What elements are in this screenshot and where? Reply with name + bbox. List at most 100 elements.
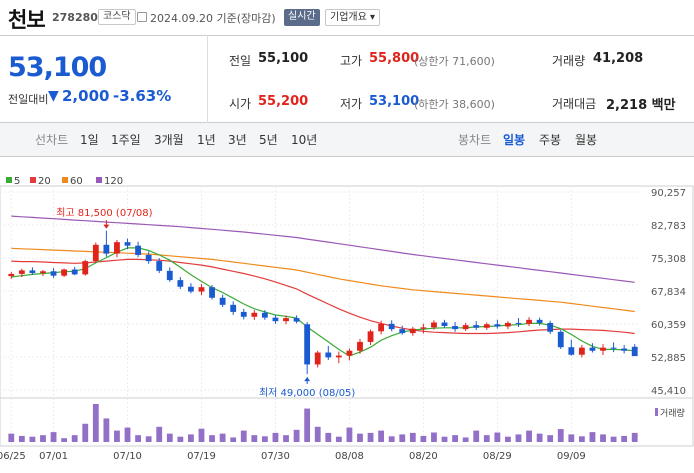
legend-ma120: 120 [96,176,123,187]
x-tick-label: 07/30 [261,451,290,462]
candle [526,317,532,327]
chart-annotations: 최고 81,500 (07/08) 최저 49,000 (08/05) [56,207,355,399]
candle-body [114,242,120,254]
candle-body [261,312,268,318]
volume-bar [188,434,194,442]
prev-label: 전일 [229,54,252,68]
x-tick-label: 08/29 [483,451,512,462]
candle-body [304,324,311,365]
candle-body [420,327,427,329]
volume-bar [50,432,57,442]
volume-bar [166,433,173,442]
volume-bar [177,436,184,442]
tab-5y[interactable]: 5년 [259,133,278,147]
candle [18,268,25,278]
chart-axes: 90,257 82,783 75,308 67,834 60,359 52,885 45,4… [0,188,686,462]
candle [272,314,279,324]
tab-1d[interactable]: 1일 [80,133,99,147]
volume-bar [378,430,385,442]
tab-3m[interactable]: 3개월 [154,133,184,147]
y-tick-label: 52,885 [651,353,686,364]
candle-body [494,324,501,327]
volume-bar [409,432,416,442]
x-tick-label: 07/19 [187,451,216,462]
candle [346,348,353,361]
volume-bar [536,433,543,442]
candle [431,320,437,330]
x-tick-label: 07/10 [113,451,142,462]
open-label: 시가 [229,97,252,111]
volume-bar [18,435,25,442]
candle-body [71,269,78,275]
candle [420,323,427,334]
volume-bars: 거래량 [8,404,685,442]
candle [462,322,469,331]
volume-bar [600,434,606,442]
line-chart-label: 선차트 [35,133,69,147]
volume-bar [71,435,78,442]
candle-body [283,318,289,322]
candle [251,310,258,320]
candle-body [409,328,416,334]
volume-bar [272,432,279,442]
period-tabs [0,123,694,157]
high-value: 55,800 [369,51,420,66]
volume-bar [462,437,469,442]
candle [399,325,406,335]
tab-1w[interactable]: 1주일 [111,133,141,147]
candle-body [431,322,437,328]
tab-3y[interactable]: 3년 [228,133,247,147]
candle-body [124,242,131,246]
candle [156,258,163,274]
x-tick-label: 08/08 [335,451,364,462]
realtime-button[interactable]: 실시간 [284,9,320,26]
candle [82,259,89,276]
candle [40,269,46,277]
volume-bar [230,437,237,442]
candle [145,251,152,264]
volume-bar [357,433,363,442]
candle [219,294,226,308]
candle-body [399,329,406,334]
volume-legend-swatch [655,408,658,416]
candle-body [505,322,511,327]
volume-bar [631,432,638,442]
tab-monthly[interactable]: 월봉 [575,133,598,147]
candle [589,343,596,353]
high-label: 고가 [340,54,363,68]
x-tick-label: 08/20 [409,451,438,462]
chart-grid [0,185,694,447]
tab-daily[interactable]: 일봉 [503,133,526,147]
candle [283,315,289,325]
candle-body [156,261,163,271]
change-label: 전일대비 [8,93,49,106]
tab-weekly[interactable]: 주봉 [539,133,562,147]
high-annotation: 최고 81,500 (07/08) [56,207,152,219]
current-price: 53,100 [8,52,107,83]
candle [473,321,480,330]
volume-bar [251,435,258,442]
candlesticks [8,230,638,375]
moving-average-lines [11,215,635,357]
candle-body [230,304,237,312]
candle [557,330,564,349]
candle-body [367,331,374,342]
volume-bar [325,432,332,442]
candle-body [145,254,152,262]
candle-body [219,297,226,305]
y-tick-label: 75,308 [651,254,686,265]
tab-10y[interactable]: 10년 [291,133,318,147]
volume-bar [8,433,15,442]
candle [357,338,363,354]
amount-label: 거래대금 [552,97,597,111]
volume-bar [29,436,36,442]
candle-body [61,269,68,276]
candle [536,317,543,326]
company-info-dropdown[interactable]: 기업개요 ▾ [325,9,380,26]
tab-1y[interactable]: 1년 [197,133,216,147]
volume-bar [209,435,215,442]
volume-bar [293,429,300,442]
candle [8,272,15,279]
candle [103,230,110,257]
volume-bar [431,432,437,442]
